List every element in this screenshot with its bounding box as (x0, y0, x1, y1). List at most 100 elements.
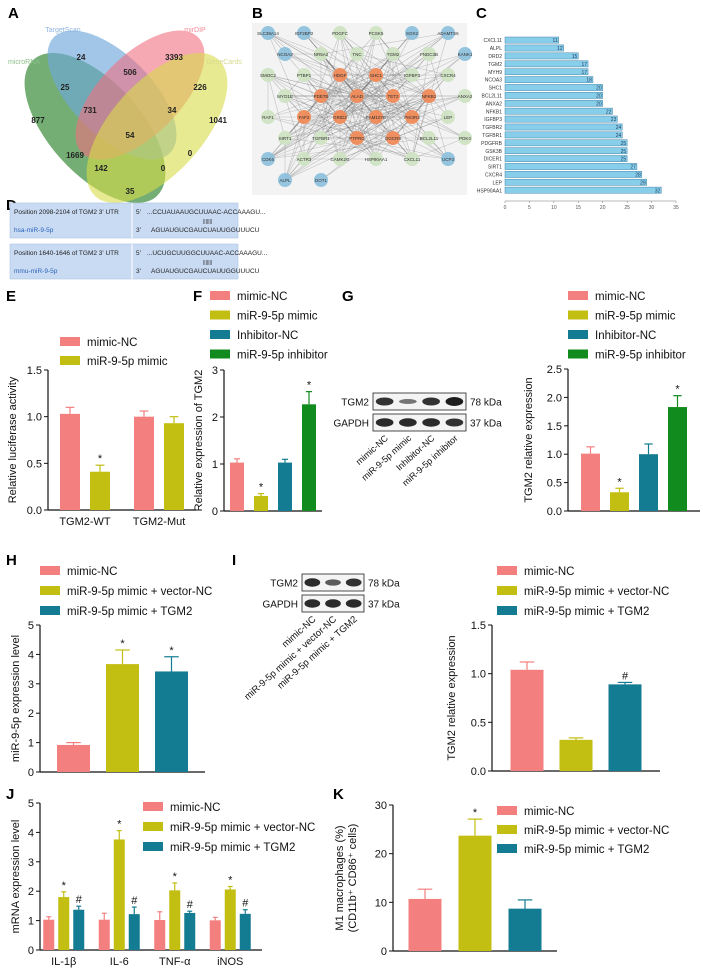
bar-value-label: 25 (621, 141, 627, 147)
network-edge (267, 95, 322, 160)
network-edge (411, 137, 466, 160)
network-edge (339, 74, 430, 139)
network-edge (303, 74, 358, 139)
legend-label: miR-9-5p mimic (595, 311, 676, 323)
x-category-label: TNF-α (159, 956, 191, 968)
network-edge (375, 95, 430, 118)
panel-label-e: E (6, 288, 16, 305)
hub-bar (504, 44, 564, 52)
network-edge (339, 53, 394, 118)
network-edge (339, 137, 394, 160)
legend-label: Inhibitor-NC (237, 330, 298, 342)
x-category-label: IL-1β (51, 956, 76, 968)
network-node-label: CAMK2G (330, 157, 350, 162)
bar-value-label: 20 (596, 86, 602, 92)
network-edge (339, 32, 430, 97)
network-node-label: UCP3 (442, 157, 455, 162)
y-axis-label: Relative expression of TGM2 (193, 370, 205, 512)
network-node-label: ADAMTS6 (437, 31, 459, 36)
network-edge (284, 95, 394, 181)
legend-label: mimic-NC (170, 802, 220, 814)
band-label: TGM2 (270, 579, 298, 590)
legend-label: mimic-NC (87, 337, 137, 349)
venn-label-genecards: GeneCards (206, 59, 242, 66)
legend-swatch (497, 806, 517, 815)
network-node-label: ACTR3 (297, 157, 312, 162)
network-edge (284, 74, 413, 139)
network-node-label: PCSK5 (369, 31, 384, 36)
network-edge (375, 74, 430, 97)
bar (154, 920, 166, 950)
base-pairs: ||||||| (203, 219, 212, 225)
network-node-label: DOT1 (315, 178, 327, 183)
y-axis-label: mRNA expression level (10, 820, 22, 934)
network-node (458, 89, 472, 103)
y-tick-label: 5 (28, 798, 34, 810)
y-tick-label: 0.0 (471, 766, 486, 778)
network-node-label: TNC (352, 52, 362, 57)
network-edge (267, 116, 394, 139)
mirna-name: hsa-miR-9-5p (14, 227, 54, 234)
network-node (422, 47, 436, 61)
significance-mark: * (98, 453, 103, 465)
network-edge (284, 116, 377, 139)
bar (106, 664, 139, 772)
panel-label-c: C (476, 5, 487, 22)
legend-swatch (40, 586, 60, 595)
y-tick-label: 0.0 (27, 505, 42, 517)
blot-band (375, 397, 394, 406)
venn-label-mirdip: mirDIP (184, 27, 206, 34)
network-edge (284, 95, 358, 139)
bar-value-label: 11 (553, 38, 558, 44)
bar-value-label: 18 (586, 78, 592, 84)
network-edge (320, 116, 413, 181)
network-edge (284, 53, 413, 118)
bar-value-label: 25 (621, 149, 627, 155)
network-edge (356, 74, 449, 139)
network-edge (339, 53, 466, 118)
network-edge (320, 32, 449, 55)
legend-swatch (497, 606, 517, 615)
gene-label: NFKB1 (486, 109, 502, 115)
bar (639, 454, 658, 511)
network-edge (392, 116, 449, 139)
network-edge (284, 95, 413, 118)
bar-value-label: 24 (616, 125, 622, 131)
network-edge (375, 32, 413, 118)
network-node-label: TGM2 (387, 52, 400, 57)
network-node-label: SHC1 (370, 73, 383, 78)
hub-bar (504, 171, 643, 178)
network-edge (303, 74, 341, 160)
network-edge (339, 95, 466, 118)
y-tick-label: 2 (212, 412, 218, 424)
bar-value-label: 32 (655, 188, 661, 194)
bar (230, 462, 244, 511)
bar (302, 404, 316, 511)
y-tick-label: 1.5 (471, 620, 486, 632)
hub-bar (504, 178, 647, 186)
network-node (278, 173, 292, 187)
legend-label: mimic-NC (524, 566, 574, 578)
network-edge (284, 32, 449, 139)
significance-mark: * (307, 380, 312, 392)
bar (458, 835, 492, 951)
bar (128, 914, 140, 950)
network-node (441, 152, 455, 166)
target-sequence: ...UCUGCUUGGCUUAAC-ACCAAAGU... (147, 250, 267, 257)
network-node (333, 110, 347, 124)
legend-label: mimic-NC (67, 566, 117, 578)
bar (209, 920, 221, 950)
network-node (297, 152, 311, 166)
network-edge (267, 74, 377, 160)
x-tick-label: 35 (673, 205, 679, 211)
network-node-label: FNDC3B (420, 52, 438, 57)
blot-band (399, 418, 417, 427)
gene-label: BCL2L11 (482, 94, 503, 100)
blot-band (304, 599, 321, 608)
network-node-label: FAF2 (299, 115, 310, 120)
y-tick-label: 2.0 (547, 392, 562, 404)
bar (60, 413, 80, 510)
network-edge (303, 32, 413, 118)
network-edge (428, 53, 449, 118)
network-edge (339, 74, 413, 118)
